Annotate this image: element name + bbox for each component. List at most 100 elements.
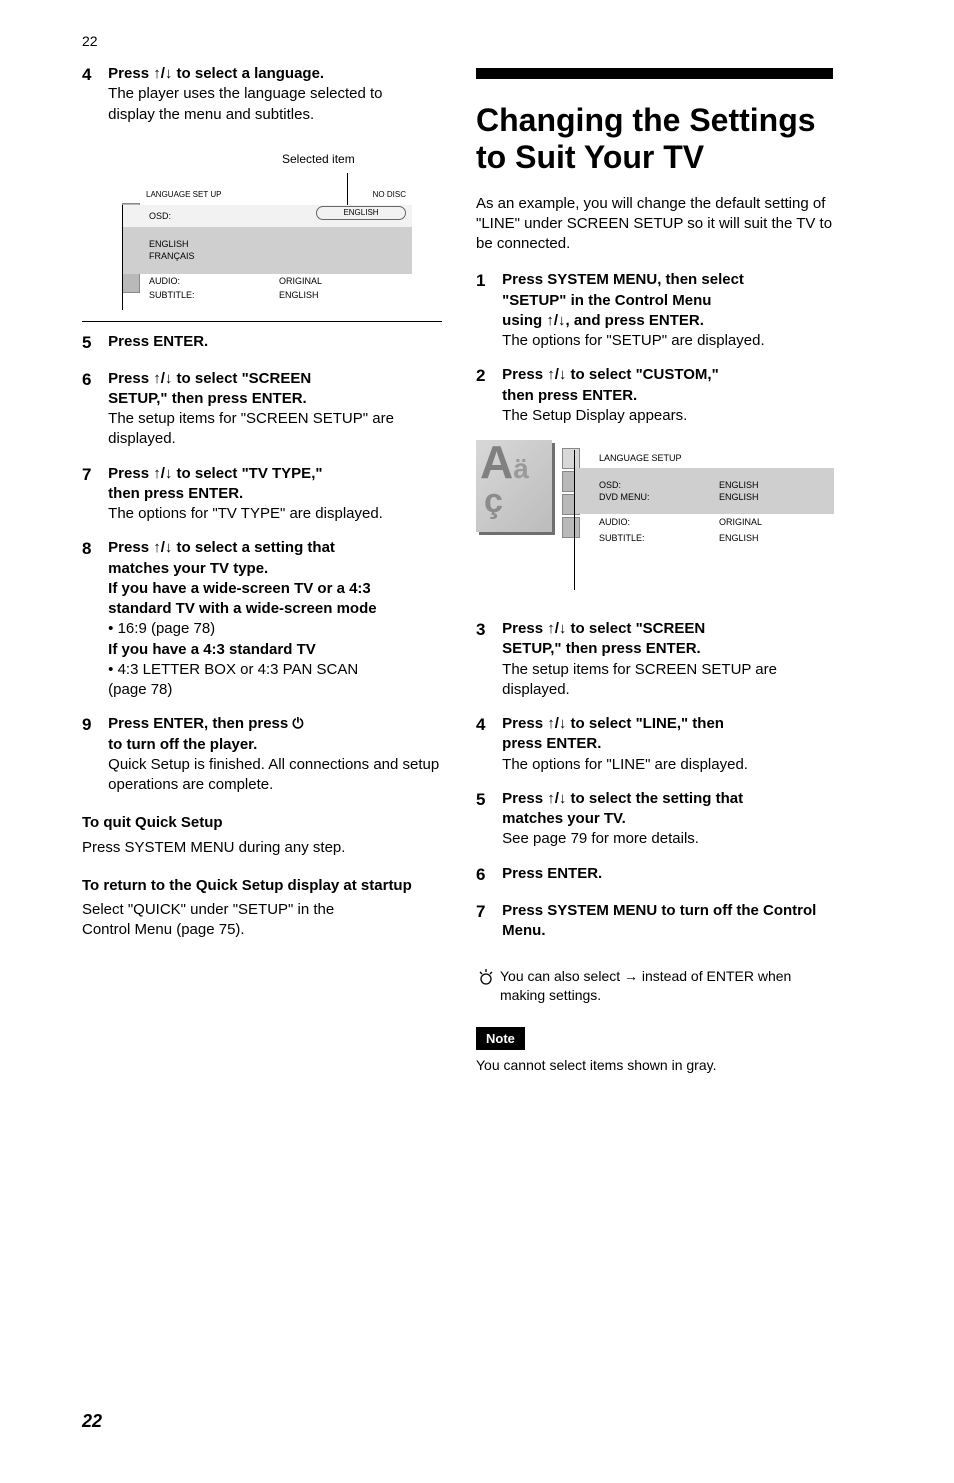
l: Press ↑/↓ to select the setting that — [502, 790, 743, 807]
step-number: 4 — [82, 64, 104, 87]
row-label: SUBTITLE: — [149, 289, 279, 301]
step-text: Press ↑/↓ to select the setting that mat… — [502, 789, 842, 850]
step-number: 8 — [82, 538, 104, 561]
step-text: Press ↑/↓ to select "SCREEN SETUP," then… — [502, 619, 842, 700]
l: displayed. — [502, 681, 570, 698]
step-2: 2 Press ↑/↓ to select "CUSTOM," then pre… — [476, 365, 846, 426]
l: • 16:9 (page 78) — [108, 620, 215, 637]
l: standard TV with a wide-screen mode — [108, 600, 376, 617]
note-text: You cannot select items shown in gray. — [476, 1056, 846, 1075]
l: The Setup Display appears. — [502, 407, 687, 424]
k: AUDIO: — [599, 516, 719, 528]
k: DVD MENU: — [599, 491, 719, 503]
step-text: Press ENTER. — [108, 332, 448, 352]
l: Press ENTER, then press — [108, 715, 292, 732]
step-number: 5 — [476, 789, 498, 812]
menu-panel: OSD: ENGLISH FRANÇAIS AUDIO: ORIGINAL SU… — [122, 205, 412, 310]
selected-pill: ENGLISH — [316, 206, 406, 220]
step-text: Press ↑/↓ to select "LINE," then press E… — [502, 714, 842, 775]
step-text: Press SYSTEM MENU, then select "SETUP" i… — [502, 270, 842, 351]
step-5: 5 Press ENTER. — [82, 332, 452, 355]
l: matches your TV. — [502, 810, 626, 827]
step-number: 6 — [476, 864, 498, 887]
step-7: 7 Press SYSTEM MENU to turn off the Cont… — [476, 901, 846, 942]
k: SUBTITLE: — [599, 532, 719, 544]
step-line: display the menu and subtitles. — [108, 106, 314, 123]
step-4: 4 Press ↑/↓ to select a language. The pl… — [82, 64, 452, 125]
step-5: 5 Press ↑/↓ to select the setting that m… — [476, 789, 846, 850]
step-text: Press ↑/↓ to select "SCREEN SETUP," then… — [108, 369, 448, 450]
step-number: 1 — [476, 270, 498, 293]
step-4: 4 Press ↑/↓ to select "LINE," then press… — [476, 714, 846, 775]
v: ENGLISH — [719, 479, 759, 491]
step-6: 6 Press ↑/↓ to select "SCREEN SETUP," th… — [82, 369, 452, 450]
l: If you have a 4:3 standard TV — [108, 641, 316, 658]
thin-divider — [82, 321, 442, 322]
power-icon: ⏻ — [292, 715, 303, 731]
note-label: Note — [476, 1027, 525, 1051]
opt: ENGLISH — [149, 238, 279, 250]
step-9: 9 Press ENTER, then press ⏻ to turn off … — [82, 714, 452, 795]
diagram-header: LANGUAGE SET UP NO DISC — [146, 190, 406, 201]
v: ENGLISH — [719, 491, 759, 503]
hint-text: You can also select → instead of ENTER w… — [500, 967, 840, 1005]
k: OSD: — [599, 479, 719, 491]
step-8: 8 Press ↑/↓ to select a setting that mat… — [82, 538, 452, 700]
header-right: NO DISC — [373, 190, 406, 201]
step-number: 6 — [82, 369, 104, 392]
step-1: 1 Press SYSTEM MENU, then select "SETUP"… — [476, 270, 846, 351]
row-value: ENGLISH — [279, 289, 319, 301]
step-text: Press ↑/↓ to select a language. The play… — [108, 64, 448, 125]
section-title: Changing the Settings to Suit Your TV — [476, 102, 846, 176]
step-number: 7 — [82, 464, 104, 487]
step-7: 7 Press ↑/↓ to select "TV TYPE," then pr… — [82, 464, 452, 525]
l: matches your TV type. — [108, 560, 268, 577]
l: The options for "SETUP" are displayed. — [502, 332, 764, 349]
l: SETUP," then press ENTER. — [502, 640, 701, 657]
l: • 4:3 LETTER BOX or 4:3 PAN SCAN — [108, 661, 358, 678]
l: (page 78) — [108, 681, 172, 698]
language-icon: Aä ç — [476, 440, 552, 532]
intro-paragraph: As an example, you will change the defau… — [476, 194, 846, 255]
l: The options for "TV TYPE" are displayed. — [108, 505, 383, 522]
l: then press ENTER. — [108, 485, 243, 502]
l: Press ↑/↓ to select "CUSTOM," — [502, 366, 719, 383]
t: Control Menu (page 75). — [82, 921, 245, 938]
row-label: AUDIO: — [149, 275, 279, 287]
l: If you have a wide-screen TV or a 4:3 — [108, 580, 371, 597]
step-3: 3 Press ↑/↓ to select "SCREEN SETUP," th… — [476, 619, 846, 700]
hint-icon — [476, 967, 500, 994]
left-column: 4 Press ↑/↓ to select a language. The pl… — [82, 64, 452, 947]
l: The options for "LINE" are displayed. — [502, 756, 748, 773]
l: The setup items for "SCREEN SETUP" are — [108, 410, 394, 427]
l: Press ↑/↓ to select "SCREEN — [108, 370, 311, 387]
step-text: Press ↑/↓ to select a setting that match… — [108, 538, 448, 700]
l: See page 79 for more details. — [502, 830, 699, 847]
l: SETUP," then press ENTER. — [108, 390, 307, 407]
sub-heading: To quit Quick Setup — [82, 813, 452, 833]
l: to turn off the player. — [108, 736, 257, 753]
t: Select "QUICK" under "SETUP" in the — [82, 901, 334, 918]
l: Press ↑/↓ to select "TV TYPE," — [108, 465, 322, 482]
step-text: Press SYSTEM MENU to turn off the Contro… — [502, 901, 842, 942]
step-number: 5 — [82, 332, 104, 355]
step-number: 7 — [476, 901, 498, 924]
menu-header: LANGUAGE SETUP — [575, 450, 834, 468]
page-number-top: 22 — [82, 32, 98, 51]
step-text: Press ↑/↓ to select "TV TYPE," then pres… — [108, 464, 448, 525]
step-number: 2 — [476, 365, 498, 388]
right-column: Changing the Settings to Suit Your TV As… — [476, 64, 846, 1075]
l: Press ↑/↓ to select "SCREEN — [502, 620, 705, 637]
step-line: Press ↑/↓ to select a language. — [108, 65, 324, 82]
paragraph: Select "QUICK" under "SETUP" in the Cont… — [82, 900, 452, 941]
paragraph: Press SYSTEM MENU during any step. — [82, 838, 452, 858]
v: ORIGINAL — [719, 516, 762, 528]
row-label: OSD: — [149, 210, 259, 222]
l: "SETUP" in the Control Menu — [502, 292, 711, 309]
menu-shade: OSD:ENGLISH DVD MENU:ENGLISH — [575, 468, 834, 514]
step-text: Press ↑/↓ to select "CUSTOM," then press… — [502, 365, 842, 426]
step-number: 4 — [476, 714, 498, 737]
l: Quick Setup is finished. All connections… — [108, 756, 439, 793]
sub-heading: To return to the Quick Setup display at … — [82, 876, 452, 896]
step-number: 9 — [82, 714, 104, 737]
